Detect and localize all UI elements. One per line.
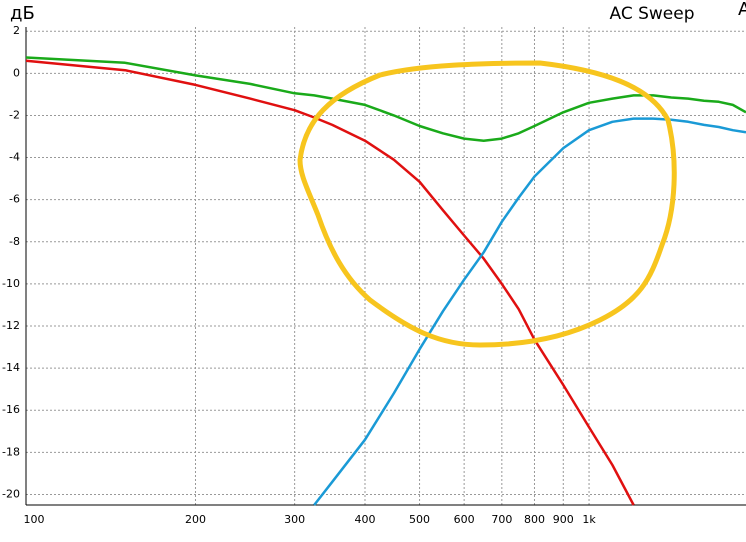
x-tick-label: 600 (454, 513, 475, 526)
x-tick-label: 300 (284, 513, 305, 526)
y-tick-label: -16 (2, 403, 20, 416)
y-tick-label: 0 (13, 66, 20, 79)
lines (25, 56, 746, 506)
y-axis-label: дБ (10, 3, 35, 24)
y-tick-label: -6 (9, 193, 20, 206)
x-tick-label: 700 (491, 513, 512, 526)
y-tick-label: -18 (2, 445, 20, 458)
y-tick-label: -12 (2, 319, 20, 332)
series-line (313, 117, 746, 506)
y-tick-label: 2 (13, 24, 20, 37)
x-tick-label: 400 (354, 513, 375, 526)
series-line (25, 59, 635, 506)
series-line (25, 56, 746, 142)
x-tick-label: 900 (553, 513, 574, 526)
x-tick-label: 800 (524, 513, 545, 526)
chart-title: AC Sweep (609, 4, 694, 24)
y-tick-label: -8 (9, 235, 20, 248)
y-tick-label: -14 (2, 361, 20, 374)
x-tick-label: 1k (582, 513, 596, 526)
highlight-circle (297, 60, 677, 348)
x-tick-label: 200 (185, 513, 206, 526)
annotation: A (738, 0, 746, 20)
y-tick-label: -4 (9, 151, 20, 164)
y-tick-label: -2 (9, 108, 20, 121)
y-tick-label: -10 (2, 277, 20, 290)
grid (26, 27, 746, 505)
x-tick-label: 500 (409, 513, 430, 526)
y-tick-label: -20 (2, 487, 20, 500)
x-tick-label: 100 (24, 513, 45, 526)
